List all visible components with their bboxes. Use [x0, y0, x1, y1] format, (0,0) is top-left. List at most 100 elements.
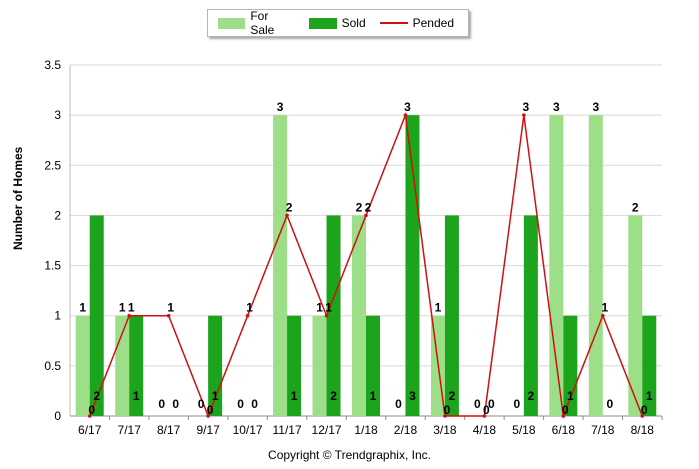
- legend-item-pended: Pended: [379, 16, 454, 30]
- y-tick-label: 2.5: [44, 158, 61, 172]
- point-pended: [285, 213, 289, 218]
- data-label-sold: 3: [409, 389, 416, 403]
- data-label-sold: 2: [330, 389, 337, 403]
- data-label-sold: 2: [449, 389, 456, 403]
- data-label-pended: 1: [325, 301, 332, 315]
- legend-item-sold: Sold: [308, 16, 366, 30]
- point-pended: [324, 313, 329, 318]
- bar-sold: [89, 215, 104, 416]
- bar-sold: [642, 315, 657, 416]
- data-label-pended: 1: [601, 301, 608, 315]
- x-tick-label: 8/18: [631, 423, 655, 437]
- bar-sold: [444, 215, 459, 416]
- data-label-for-sale: 0: [474, 397, 481, 411]
- data-label-sold: 1: [291, 389, 298, 403]
- data-label-for-sale: 0: [237, 397, 244, 411]
- bar-for-sale: [115, 315, 130, 416]
- data-label-for-sale: 3: [592, 100, 599, 114]
- data-label-sold: 0: [251, 397, 258, 411]
- data-label-pended: 1: [167, 301, 174, 315]
- x-tick-label: 9/17: [196, 423, 220, 437]
- legend-label-pended: Pended: [412, 16, 454, 30]
- point-pended: [127, 313, 131, 318]
- data-label-sold: 0: [488, 397, 495, 411]
- data-label-sold: 2: [528, 389, 535, 403]
- data-label-for-sale: 1: [316, 301, 323, 315]
- x-tick-label: 1/18: [354, 423, 378, 437]
- point-pended: [640, 414, 645, 418]
- bar-for-sale: [549, 115, 564, 417]
- data-label-pended: 1: [128, 301, 135, 315]
- bar-sold: [326, 215, 341, 416]
- bar-for-sale: [628, 215, 643, 416]
- data-label-sold: 0: [606, 397, 613, 411]
- data-label-sold: 1: [370, 389, 377, 403]
- data-label-sold: 1: [212, 389, 219, 403]
- bar-sold: [287, 315, 302, 416]
- data-label-for-sale: 3: [277, 100, 284, 114]
- data-label-for-sale: 3: [553, 100, 560, 114]
- x-tick-label: 5/18: [512, 423, 536, 437]
- point-pended: [443, 414, 447, 418]
- point-pended: [87, 414, 92, 418]
- x-tick-label: 4/18: [473, 423, 497, 437]
- point-pended: [245, 313, 250, 318]
- x-tick-label: 6/17: [78, 423, 102, 437]
- data-label-sold: 0: [172, 397, 179, 411]
- data-label-pended: 3: [523, 100, 530, 114]
- data-label-for-sale: 1: [119, 301, 126, 315]
- x-tick-label: 3/18: [433, 423, 457, 437]
- bar-for-sale: [273, 115, 288, 417]
- data-label-pended: 0: [207, 403, 214, 417]
- data-label-for-sale: 1: [79, 301, 86, 315]
- legend-item-for-sale: For Sale: [218, 9, 295, 37]
- data-label-for-sale: 2: [632, 200, 639, 214]
- data-label-for-sale: 2: [356, 200, 363, 214]
- x-tick-label: 10/17: [233, 423, 263, 437]
- legend-label-sold: Sold: [341, 16, 366, 30]
- y-tick-label: 1: [54, 309, 61, 323]
- x-tick-label: 2/18: [394, 423, 418, 437]
- bar-sold: [366, 315, 380, 416]
- point-pended: [482, 414, 487, 418]
- y-tick-label: 0: [54, 409, 61, 423]
- x-tick-label: 6/18: [552, 423, 576, 437]
- x-tick-label: 7/17: [118, 423, 142, 437]
- data-label-pended: 0: [444, 403, 451, 417]
- bar-for-sale: [312, 315, 327, 416]
- data-label-pended: 2: [286, 200, 293, 214]
- legend-swatch-sold: [308, 17, 337, 29]
- bar-for-sale: [352, 215, 366, 416]
- x-tick-label: 12/17: [312, 423, 342, 437]
- legend-label-for-sale: For Sale: [250, 9, 275, 37]
- x-tick-label: 7/18: [591, 423, 615, 437]
- y-tick-label: 3.5: [44, 58, 61, 72]
- bar-sold: [129, 315, 144, 416]
- bar-for-sale: [588, 115, 603, 417]
- data-label-pended: 3: [404, 100, 411, 114]
- y-tick-label: 3: [54, 108, 61, 122]
- data-label-sold: 1: [646, 389, 653, 403]
- data-label-pended: 0: [641, 403, 648, 417]
- bar-sold: [523, 215, 538, 416]
- data-label-for-sale: 0: [158, 397, 165, 411]
- point-pended: [364, 213, 368, 218]
- data-label-for-sale: 0: [395, 397, 402, 411]
- legend-swatch-pended: [379, 22, 408, 24]
- data-label-sold: 2: [93, 389, 100, 403]
- y-tick-label: 1.5: [44, 259, 61, 273]
- point-pended: [206, 414, 210, 418]
- bar-sold: [405, 115, 420, 417]
- x-tick-label: 8/17: [157, 423, 181, 437]
- data-label-pended: 0: [562, 403, 569, 417]
- data-label-for-sale: 1: [435, 301, 442, 315]
- legend-swatch-for-sale: [218, 17, 246, 29]
- point-pended: [166, 313, 171, 318]
- data-label-pended: 2: [365, 200, 372, 214]
- legend: For Sale Sold Pended: [207, 9, 469, 37]
- x-tick-label: 11/17: [272, 423, 301, 437]
- point-pended: [522, 113, 526, 117]
- point-pended: [403, 113, 408, 117]
- data-label-for-sale: 0: [514, 397, 521, 411]
